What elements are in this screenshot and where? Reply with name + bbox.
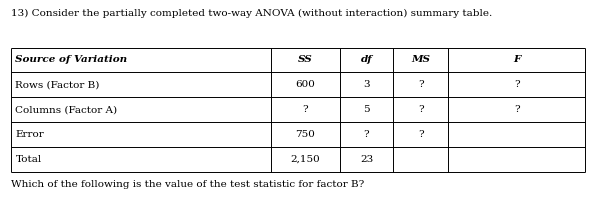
Text: 23: 23	[360, 155, 373, 164]
Text: Total: Total	[15, 155, 42, 164]
Text: ?: ?	[418, 105, 424, 114]
Text: SS: SS	[298, 56, 313, 64]
Text: Rows (Factor B): Rows (Factor B)	[15, 80, 100, 89]
Text: Which of the following is the value of the test statistic for factor B?: Which of the following is the value of t…	[11, 180, 364, 189]
Text: ?: ?	[514, 80, 520, 89]
Text: ?: ?	[418, 80, 424, 89]
Text: 2,150: 2,150	[291, 155, 320, 164]
Text: Columns (Factor A): Columns (Factor A)	[15, 105, 117, 114]
Text: ?: ?	[418, 130, 424, 139]
Text: ?: ?	[514, 105, 520, 114]
Text: 13) Consider the partially completed two-way ANOVA (without interaction) summary: 13) Consider the partially completed two…	[11, 9, 492, 18]
Text: ?: ?	[303, 105, 308, 114]
Text: 5: 5	[363, 105, 370, 114]
Text: 600: 600	[296, 80, 315, 89]
Text: 750: 750	[296, 130, 315, 139]
Text: ?: ?	[364, 130, 370, 139]
Text: Error: Error	[15, 130, 44, 139]
Text: F: F	[513, 56, 520, 64]
Text: 3: 3	[363, 80, 370, 89]
Text: df: df	[361, 56, 372, 64]
Text: Source of Variation: Source of Variation	[15, 56, 128, 64]
Text: MS: MS	[411, 56, 430, 64]
